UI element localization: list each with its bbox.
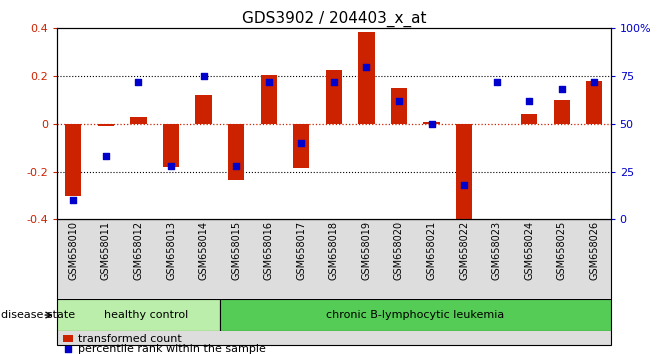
Point [101,154,111,159]
Bar [228,124,244,180]
Text: disease state: disease state [1,310,74,320]
Text: chronic B-lymphocytic leukemia: chronic B-lymphocytic leukemia [326,310,505,320]
Bar [358,32,374,124]
Bar [456,124,472,224]
Point [329,79,339,85]
Bar [423,121,440,124]
Point [556,87,567,92]
Point [361,64,372,69]
Bar [521,114,537,124]
Text: transformed count: transformed count [78,334,182,344]
Point [62,346,73,352]
Bar [391,88,407,124]
Bar [586,81,603,124]
Point [426,121,437,127]
Point [166,163,176,169]
Bar [293,124,309,168]
Point [68,198,79,203]
Point [491,79,502,85]
Bar [220,299,611,331]
Bar [554,100,570,124]
Bar [260,75,277,124]
Bar [195,95,212,124]
Point [133,79,144,85]
Bar [130,117,146,124]
Bar [65,124,81,195]
Point [394,98,405,104]
Point [231,163,242,169]
Bar [163,124,179,167]
Point [459,182,470,188]
Title: GDS3902 / 204403_x_at: GDS3902 / 204403_x_at [242,11,426,27]
Point [524,98,535,104]
Bar [62,335,72,342]
Bar [57,299,220,331]
Bar [325,70,342,124]
Point [263,79,274,85]
Point [296,140,307,146]
Bar [98,124,114,126]
Point [589,79,600,85]
Text: healthy control: healthy control [105,310,189,320]
Point [198,73,209,79]
Text: percentile rank within the sample: percentile rank within the sample [78,344,266,354]
